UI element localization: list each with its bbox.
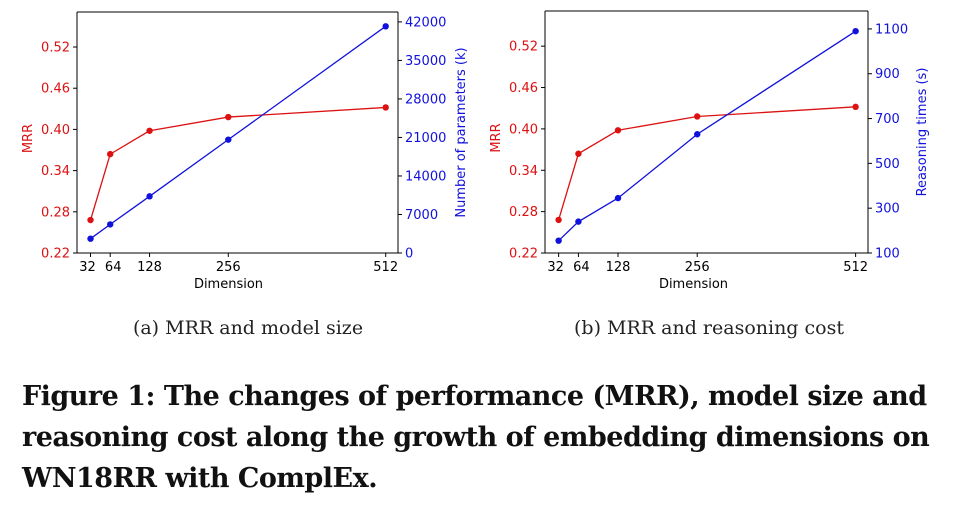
chart-b-mrr-line [557,106,856,221]
chart-b-secondary-point [575,218,582,225]
figure-charts: 32 64 128 256 512 Dimension 0.22 0.28 0.34 0.40 0.… [21,10,930,339]
chart-a-mrr-point [146,127,153,134]
chart-a-secondary-point [382,23,389,30]
chart-a-mrr-point [225,113,232,121]
chart-b-mrr-point [614,127,622,134]
chart-b-y-tick-label: 0.40 [509,122,538,137]
chart-b-y2-tick-label: 500 [875,157,900,172]
chart-a-secondary-point [107,221,114,228]
chart-a-y-tick-label: 0.28 [41,205,70,220]
chart-a-y-tick-label: 0.46 [41,82,70,97]
chart-a-x-axis-label: Dimension [194,277,263,292]
chart-b-x-tick-label: 512 [843,260,868,275]
chart-b-subcaption: (b) MRR and reasoning cost [574,317,844,339]
chart-a-y2-tick-label: 0 [405,247,413,262]
chart-b-mrr-point [694,113,701,120]
chart-a-y2-tick-label: 21000 [405,131,446,146]
chart-b-y2-tick-label: 1100 [875,22,908,37]
chart-a-y2-tick-label: 42000 [405,15,446,30]
figure-caption: Figure 1: The changes of performance (MR… [22,381,930,494]
chart-a-secondary-point [146,193,153,200]
chart-b-secondary-point [555,237,562,244]
chart-b-mrr-point [555,216,562,224]
chart-b-x-tick-label: 256 [685,260,710,275]
chart-a-y2-tick-label: 35000 [405,54,446,69]
chart-a-x-tick-label: 512 [373,260,398,275]
chart-b-x-tick-label: 64 [573,260,590,275]
chart-a-y2-axis-label: Number of parameters (k) [454,47,469,217]
chart-a-y2-tick-label: 14000 [405,169,446,184]
chart-a-secondary-point [87,235,94,242]
chart-a-y2-tick-label: 7000 [405,208,438,223]
chart-a-mrr-point [87,216,94,224]
chart-a-mrr-point [107,150,114,158]
chart-b-y2-tick-label: 100 [875,247,900,262]
chart-a-secondary-line [90,25,387,240]
chart-b-secondary-point [852,27,859,35]
chart-a-y2-tick-label: 28000 [405,92,446,107]
chart-b-y2-tick-label: 900 [875,67,900,82]
chart-b-x-axis-label: Dimension [659,277,728,292]
chart-a-mrr-point [382,104,389,111]
chart-b-secondary-point [614,194,622,202]
chart-a-mrr-line [89,106,386,221]
chart-b-y-axis-label: MRR [489,123,504,152]
chart-a-x-tick-label: 256 [216,260,241,275]
chart-a-y-tick-label: 0.52 [41,41,70,56]
chart-a-y-axis-label: MRR [21,124,36,153]
chart-b-x-tick-label: 128 [606,260,631,275]
chart-a-x-tick-label: 128 [137,260,162,275]
chart-a-y-tick-label: 0.34 [41,164,70,179]
chart-b-y-tick-label: 0.34 [509,164,538,179]
chart-b-y-tick-label: 0.22 [509,247,538,262]
chart-a-secondary-point [225,136,232,143]
chart-b-y-tick-label: 0.28 [509,205,538,220]
chart-b-y2-tick-label: 700 [875,112,900,127]
chart-a-y-tick-label: 0.22 [41,247,70,262]
chart-a-y-tick-label: 0.40 [41,123,70,138]
chart-b-y2-tick-label: 300 [875,202,900,217]
chart-b-y-tick-label: 0.52 [509,40,538,55]
chart-b-y2-axis-label: Reasoning times (s) [915,68,930,197]
chart-a-subcaption: (a) MRR and model size [133,317,363,339]
chart-b-y-tick-label: 0.46 [509,81,538,96]
chart-a-x-tick-label: 32 [79,260,96,275]
chart-a-x-tick-label: 64 [105,260,122,275]
chart-b-secondary-point [694,131,701,138]
chart-b-x-tick-label: 32 [547,260,564,275]
chart-b-mrr-point [852,103,859,111]
chart-b-mrr-point [575,150,582,157]
chart-b-secondary-line [558,30,856,242]
